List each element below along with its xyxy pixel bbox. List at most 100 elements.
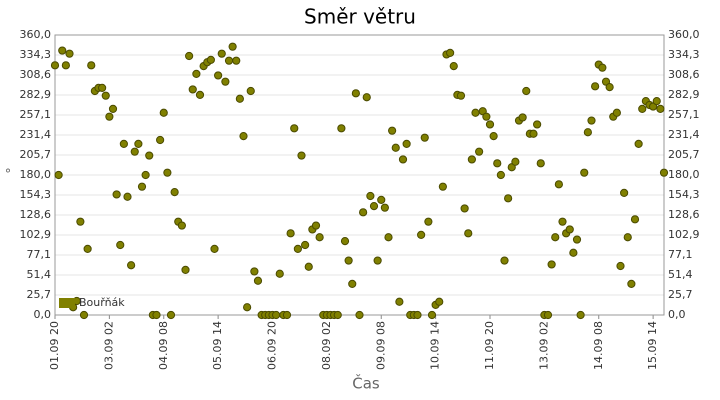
y-tick-label: 360,0 bbox=[20, 28, 52, 41]
point bbox=[373, 256, 382, 265]
point bbox=[493, 159, 502, 168]
point bbox=[337, 124, 346, 133]
point bbox=[304, 262, 313, 271]
y-tick-label: 154,3 bbox=[20, 188, 52, 201]
point bbox=[471, 108, 480, 117]
point bbox=[583, 128, 592, 137]
point bbox=[297, 151, 306, 160]
point bbox=[156, 135, 165, 145]
point bbox=[417, 230, 426, 239]
legend-label: Bouřňák bbox=[79, 296, 125, 309]
point bbox=[627, 279, 636, 288]
point bbox=[630, 215, 640, 224]
y2-tick-label: 128,6 bbox=[668, 208, 700, 221]
y-tick-label: 25,7 bbox=[27, 288, 52, 301]
point bbox=[221, 77, 230, 86]
point bbox=[413, 310, 422, 320]
legend-marker bbox=[59, 298, 69, 308]
point bbox=[467, 155, 476, 164]
point bbox=[61, 61, 70, 70]
point bbox=[76, 217, 85, 226]
point bbox=[87, 61, 96, 70]
point bbox=[449, 62, 458, 71]
chart-title: Směr větru bbox=[304, 5, 416, 29]
y2-tick-label: 0,0 bbox=[668, 308, 686, 321]
y-tick-label: 334,3 bbox=[20, 48, 52, 61]
y2-tick-label: 334,3 bbox=[668, 48, 700, 61]
point bbox=[112, 190, 121, 199]
x-tick-label: 13.09 02 bbox=[537, 321, 550, 370]
point bbox=[482, 112, 491, 121]
point bbox=[572, 235, 582, 244]
point bbox=[460, 204, 469, 213]
y2-tick-label: 231,4 bbox=[668, 128, 700, 141]
y-tick-label: 180,0 bbox=[20, 168, 52, 181]
point bbox=[224, 56, 234, 65]
point bbox=[123, 192, 132, 201]
point bbox=[116, 240, 125, 250]
point bbox=[185, 51, 194, 61]
point bbox=[58, 46, 67, 55]
point bbox=[311, 221, 321, 230]
y-tick-label: 205,7 bbox=[20, 148, 52, 161]
point bbox=[420, 133, 429, 142]
point bbox=[315, 233, 324, 242]
point bbox=[54, 170, 63, 180]
point bbox=[543, 310, 553, 320]
point bbox=[384, 233, 393, 242]
point bbox=[623, 233, 632, 242]
x-tick-label: 11.09 20 bbox=[483, 321, 496, 370]
point bbox=[533, 120, 542, 129]
x-tick-label: 15.09 14 bbox=[646, 321, 659, 370]
point bbox=[101, 91, 110, 100]
point bbox=[652, 97, 661, 106]
point bbox=[210, 244, 219, 253]
point bbox=[598, 63, 607, 72]
y2-tick-label: 180,0 bbox=[668, 168, 700, 181]
point bbox=[565, 225, 574, 234]
point bbox=[496, 170, 505, 180]
point bbox=[79, 310, 89, 320]
y-tick-label: 128,6 bbox=[20, 208, 52, 221]
point bbox=[446, 48, 455, 57]
x-axis-label: Čas bbox=[352, 374, 380, 393]
point bbox=[529, 129, 538, 138]
point bbox=[489, 132, 498, 141]
point bbox=[475, 147, 484, 156]
point bbox=[634, 139, 643, 148]
point bbox=[554, 180, 563, 189]
point bbox=[485, 120, 495, 129]
x-tick-label: 09.09 08 bbox=[374, 321, 387, 370]
point bbox=[351, 89, 360, 98]
x-tick-label: 03.09 02 bbox=[102, 321, 115, 370]
point bbox=[380, 203, 389, 212]
point bbox=[369, 202, 379, 211]
point bbox=[195, 90, 205, 99]
y2-tick-label: 154,3 bbox=[668, 188, 700, 201]
y2-tick-label: 205,7 bbox=[668, 148, 700, 161]
x-tick-label: 08.09 02 bbox=[320, 321, 333, 370]
point bbox=[547, 260, 556, 269]
point bbox=[228, 42, 237, 51]
y2-tick-label: 77,1 bbox=[668, 248, 693, 261]
point bbox=[504, 194, 513, 203]
x-tick-label: 14.09 08 bbox=[592, 321, 605, 370]
y-tick-label: 102,9 bbox=[20, 228, 52, 241]
y2-tick-label: 102,9 bbox=[668, 228, 700, 241]
point bbox=[576, 310, 585, 320]
point bbox=[511, 157, 520, 166]
point bbox=[253, 276, 263, 285]
point bbox=[348, 279, 357, 288]
point bbox=[127, 261, 136, 270]
point bbox=[536, 159, 545, 168]
point bbox=[398, 155, 408, 164]
point bbox=[293, 244, 302, 253]
point bbox=[402, 139, 411, 148]
point bbox=[130, 147, 139, 156]
point bbox=[286, 229, 295, 238]
legend-marker bbox=[65, 298, 75, 308]
point bbox=[569, 248, 578, 257]
point bbox=[591, 82, 600, 91]
point bbox=[518, 113, 527, 122]
